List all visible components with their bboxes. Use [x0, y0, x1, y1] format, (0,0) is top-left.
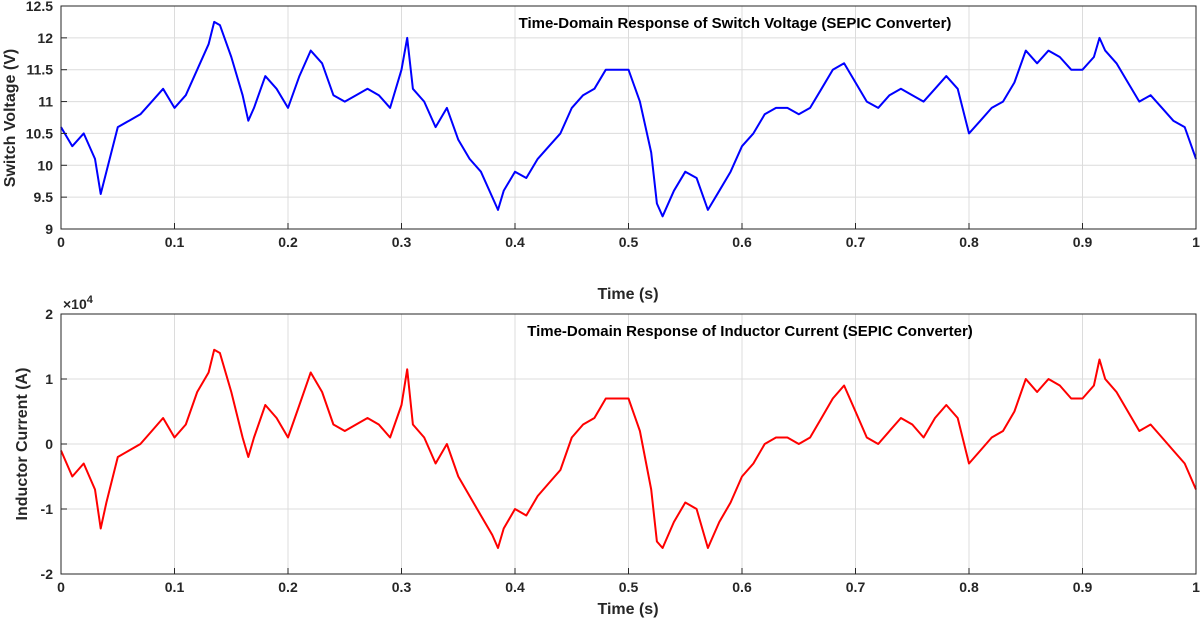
current-y-ticks: -2 -1 0 1 2 [41, 306, 67, 582]
current-x-axis-label: Time (s) [597, 601, 658, 618]
multiplier-exponent: 4 [87, 294, 94, 306]
switch-voltage-line [60, 20, 1197, 218]
voltage-y-tick-label: 9.5 [34, 189, 54, 205]
current-chart-title: Time-Domain Response of Inductor Current… [527, 323, 973, 340]
voltage-chart-title: Time-Domain Response of Switch Voltage (… [519, 15, 952, 32]
voltage-x-tick-label: 0.9 [1073, 234, 1093, 250]
current-y-tick-label: -2 [41, 566, 54, 582]
current-x-tick-label: 0.7 [846, 579, 866, 595]
current-x-tick-label: 0.8 [959, 579, 979, 595]
current-panel: 0 0.1 0.2 0.3 0.4 0.5 0.6 0.7 0.8 0.9 1 -2 -1 0 1 2 Ti… [14, 294, 1200, 618]
current-x-tick-label: 0.6 [732, 579, 752, 595]
voltage-y-tick-label: 12 [37, 30, 53, 46]
current-x-tick-label: 1 [1192, 579, 1200, 595]
voltage-y-tick-label: 10 [37, 157, 53, 173]
current-y-tick-label: -1 [41, 501, 54, 517]
voltage-x-tick-label: 0.8 [959, 234, 979, 250]
current-x-tick-label: 0.9 [1073, 579, 1093, 595]
voltage-y-ticks: 9 9.5 10 10.5 11 11.5 12 12.5 [26, 0, 67, 237]
voltage-x-tick-label: 0.1 [165, 234, 185, 250]
current-x-tick-label: 0.5 [619, 579, 639, 595]
current-y-multiplier: ×104 [63, 294, 94, 312]
current-x-ticks: 0 0.1 0.2 0.3 0.4 0.5 0.6 0.7 0.8 0.9 1 [57, 568, 1200, 595]
current-x-tick-label: 0.4 [505, 579, 525, 595]
current-y-tick-label: 2 [45, 306, 53, 322]
current-x-tick-label: 0.3 [392, 579, 412, 595]
voltage-y-tick-label: 12.5 [26, 0, 53, 14]
voltage-y-tick-label: 10.5 [26, 125, 53, 141]
voltage-x-tick-label: 0.5 [619, 234, 639, 250]
voltage-x-ticks: 0 0.1 0.2 0.3 0.4 0.5 0.6 0.7 0.8 0.9 1 [57, 223, 1200, 250]
current-x-tick-label: 0.1 [165, 579, 185, 595]
inductor-current-line [60, 348, 1197, 549]
voltage-x-axis-label: Time (s) [597, 286, 658, 303]
voltage-x-tick-label: 1 [1192, 234, 1200, 250]
voltage-x-tick-label: 0.6 [732, 234, 752, 250]
voltage-x-tick-label: 0.7 [846, 234, 866, 250]
current-y-tick-label: 0 [45, 436, 53, 452]
voltage-y-tick-label: 11.5 [27, 62, 54, 78]
voltage-y-axis-label: Switch Voltage (V) [2, 49, 19, 187]
voltage-x-tick-label: 0 [57, 234, 65, 250]
current-y-tick-label: 1 [45, 371, 53, 387]
current-y-axis-label: Inductor Current (A) [14, 368, 31, 521]
voltage-y-tick-label: 9 [45, 221, 53, 237]
voltage-y-tick-label: 11 [38, 94, 53, 110]
current-x-tick-label: 0.2 [278, 579, 298, 595]
current-x-tick-label: 0 [57, 579, 65, 595]
voltage-x-tick-label: 0.4 [505, 234, 525, 250]
voltage-x-tick-label: 0.3 [392, 234, 412, 250]
multiplier-base: ×10 [63, 296, 87, 312]
voltage-x-tick-label: 0.2 [278, 234, 298, 250]
voltage-panel: 0 0.1 0.2 0.3 0.4 0.5 0.6 0.7 0.8 0.9 1 9 9.5 10 10.5… [2, 0, 1200, 303]
